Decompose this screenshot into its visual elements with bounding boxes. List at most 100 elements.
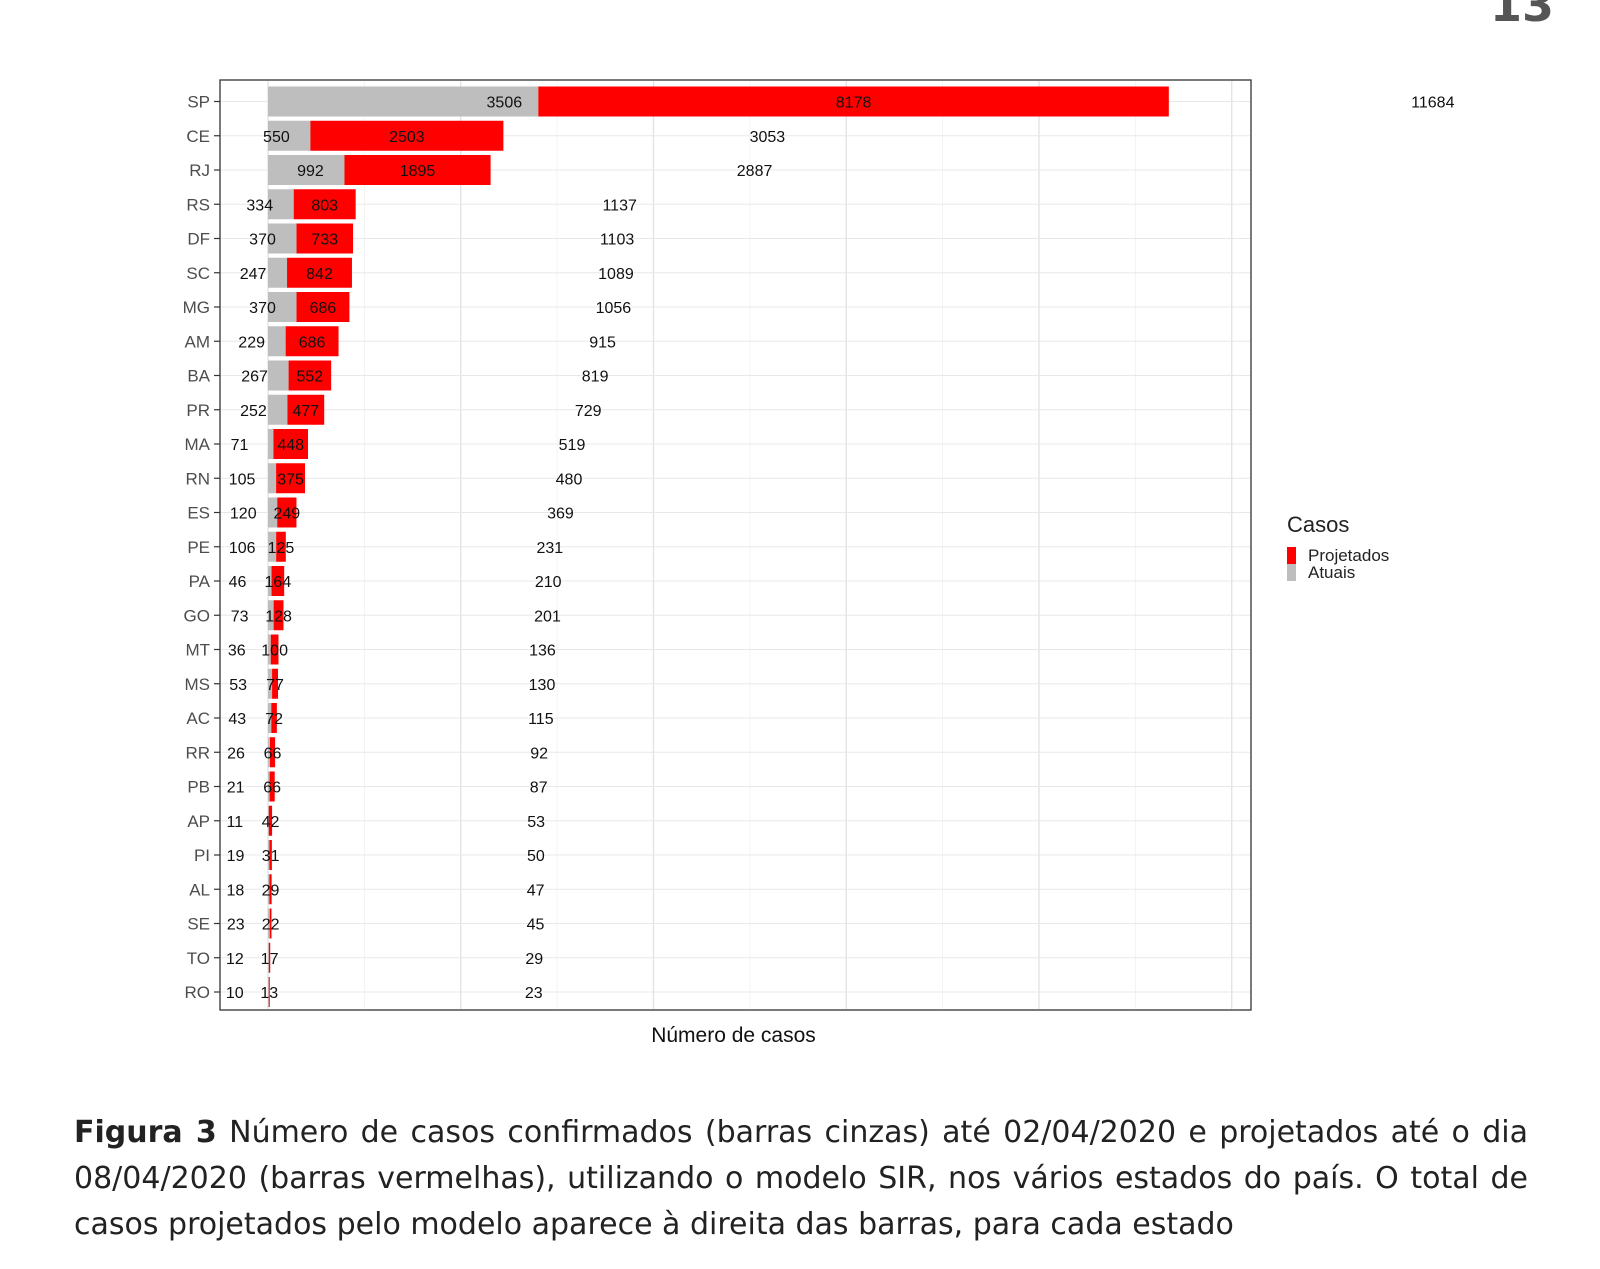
bar-atuais	[268, 429, 274, 459]
data-label-total: 1056	[596, 300, 632, 317]
data-label-total: 480	[556, 471, 583, 488]
data-label-total: 130	[529, 677, 556, 694]
data-label-total: 729	[575, 403, 602, 420]
y-tick-label: TO	[187, 949, 210, 968]
y-tick-label: SP	[187, 93, 210, 112]
bar-chart: SP 3506 8178 11684 CE 550 2503 3053 RJ 992 1895 288…	[183, 79, 1455, 1047]
bar-projetados	[270, 634, 279, 665]
y-tick-label: PA	[189, 572, 211, 591]
data-label-atuais: 10	[226, 985, 244, 1002]
bar-atuais	[268, 223, 297, 254]
data-label-projetados: 29	[262, 882, 280, 899]
bar-projetados	[269, 840, 272, 870]
data-label-total: 231	[536, 540, 563, 557]
data-label-total: 136	[529, 643, 556, 660]
bar-projetados	[287, 257, 352, 288]
y-tick-label: RJ	[189, 161, 210, 180]
data-label-projetados: 72	[265, 711, 283, 728]
y-tick-label: AP	[187, 812, 210, 831]
data-label-total: 87	[530, 780, 548, 797]
data-label-atuais: 252	[240, 403, 267, 420]
bar-atuais	[268, 977, 269, 1007]
legend-title: Casos	[1287, 512, 1349, 537]
data-label-total: 115	[528, 711, 554, 728]
data-label-total: 53	[527, 814, 545, 831]
x-axis-label: Número de casos	[651, 1024, 816, 1047]
data-label-projetados: 8178	[836, 95, 872, 112]
bar-projetados	[276, 531, 286, 562]
data-label-projetados: 66	[263, 780, 281, 797]
data-label-total: 2887	[737, 163, 773, 180]
data-label-atuais: 53	[229, 677, 247, 694]
data-label-atuais: 18	[226, 882, 244, 899]
y-tick-label: MS	[185, 675, 211, 694]
data-label-projetados: 2503	[389, 129, 425, 146]
bar-projetados	[268, 977, 270, 1007]
data-label-atuais: 19	[227, 848, 245, 865]
data-label-atuais: 247	[240, 266, 267, 283]
data-label-total: 210	[535, 574, 562, 591]
bar-projetados	[293, 189, 356, 220]
data-label-total: 23	[525, 985, 543, 1002]
bar-projetados	[269, 908, 272, 939]
bar-atuais	[268, 874, 270, 905]
bar-projetados	[271, 703, 277, 733]
y-tick-label: GO	[184, 606, 210, 625]
data-label-atuais: 334	[246, 197, 273, 214]
bar-projetados	[271, 566, 285, 596]
data-label-projetados: 803	[311, 197, 338, 214]
data-label-atuais: 11	[227, 814, 244, 831]
data-label-total: 11684	[1411, 95, 1454, 112]
data-label-projetados: 686	[299, 334, 326, 351]
y-tick-label: AL	[189, 880, 210, 899]
y-tick-label: RR	[185, 743, 210, 762]
data-label-atuais: 21	[227, 780, 245, 797]
data-label-total: 201	[534, 608, 561, 625]
bar-projetados	[268, 942, 271, 973]
bar-atuais	[268, 805, 269, 836]
bar-atuais	[268, 360, 289, 391]
bar-projetados	[269, 771, 275, 802]
bar-projetados	[273, 600, 284, 631]
data-label-projetados: 128	[265, 608, 292, 625]
data-label-projetados: 31	[262, 848, 280, 865]
bar-projetados	[287, 394, 325, 425]
bar-projetados	[285, 326, 339, 357]
data-label-atuais: 3506	[487, 95, 523, 112]
legend-label: Atuais	[1308, 563, 1355, 582]
y-tick-label: ES	[187, 504, 210, 523]
data-label-total: 369	[547, 506, 574, 523]
data-label-projetados: 100	[261, 643, 288, 660]
y-tick-label: MG	[183, 298, 210, 317]
data-label-atuais: 23	[227, 917, 245, 934]
data-label-atuais: 73	[231, 608, 249, 625]
bar-projetados	[269, 874, 272, 905]
data-label-projetados: 22	[262, 917, 280, 934]
legend-key	[1287, 547, 1296, 564]
data-label-projetados: 42	[262, 814, 280, 831]
data-label-projetados: 842	[306, 266, 333, 283]
data-label-total: 3053	[750, 129, 786, 146]
page-number: 13	[1490, 0, 1555, 32]
bar-atuais	[268, 668, 273, 699]
bar-atuais	[268, 531, 277, 562]
plot-panel	[219, 79, 1252, 1011]
data-label-projetados: 1895	[400, 163, 436, 180]
bar-projetados	[272, 668, 279, 699]
bar-atuais	[268, 292, 297, 322]
bar-atuais	[268, 737, 271, 768]
data-label-total: 1089	[598, 266, 634, 283]
data-label-projetados: 375	[277, 471, 304, 488]
data-label-atuais: 26	[227, 745, 245, 762]
data-label-projetados: 125	[268, 540, 295, 557]
caption-label: Figura 3	[74, 1115, 217, 1150]
data-label-atuais: 12	[226, 951, 244, 968]
data-label-projetados: 552	[297, 369, 324, 386]
data-label-atuais: 550	[263, 129, 290, 146]
data-label-atuais: 106	[229, 540, 256, 557]
figure-caption: Figura 3 Número de casos confirmados (ba…	[74, 1110, 1528, 1248]
bar-atuais	[268, 86, 539, 117]
data-label-projetados: 164	[265, 574, 292, 591]
data-label-total: 92	[530, 745, 548, 762]
y-tick-label: DF	[187, 230, 210, 249]
